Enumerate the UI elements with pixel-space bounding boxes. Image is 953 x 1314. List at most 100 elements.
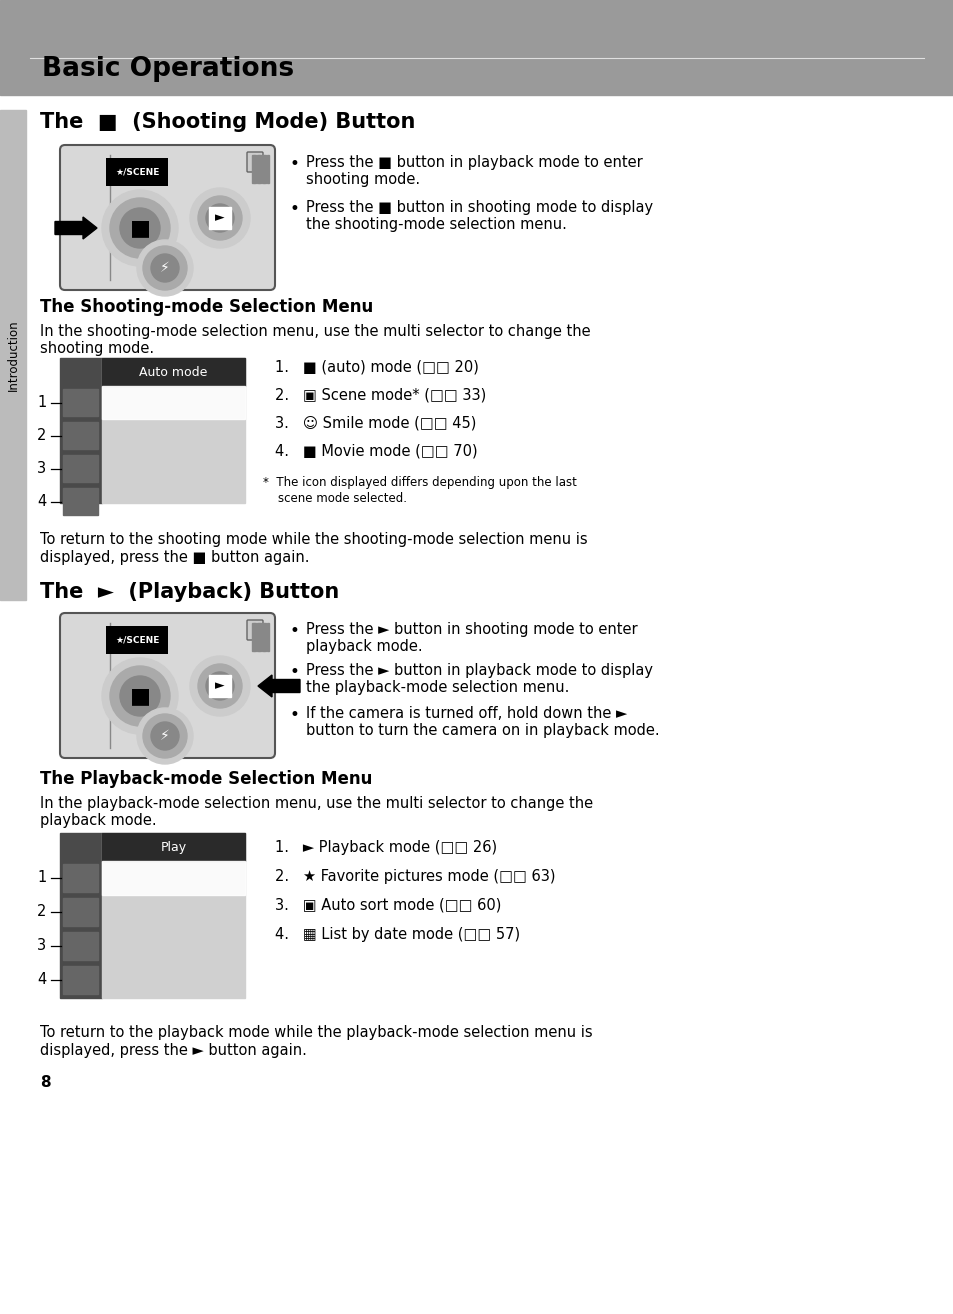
Bar (254, 623, 256, 650)
Text: •: • (290, 706, 299, 724)
Circle shape (151, 721, 179, 750)
Text: If the camera is turned off, hold down the ►: If the camera is turned off, hold down t… (306, 706, 626, 721)
Circle shape (198, 196, 242, 240)
Bar (262, 623, 264, 650)
Text: •: • (290, 664, 299, 681)
Circle shape (206, 671, 233, 700)
Text: 2: 2 (37, 428, 47, 443)
FancyBboxPatch shape (60, 145, 274, 290)
Text: •: • (290, 155, 299, 173)
Text: Play: Play (160, 841, 187, 854)
Bar (60, 833, 102, 999)
Bar (0, 0, 953, 95)
Text: 1.   ■ (auto) mode (□□ 20): 1. ■ (auto) mode (□□ 20) (274, 360, 478, 374)
Bar (262, 155, 264, 183)
Bar (63, 455, 98, 482)
Text: 2.   ★ Favorite pictures mode (□□ 63): 2. ★ Favorite pictures mode (□□ 63) (274, 869, 555, 884)
FancyBboxPatch shape (247, 152, 263, 172)
Bar (267, 623, 269, 650)
Bar (63, 932, 98, 961)
Bar (259, 623, 261, 650)
Text: To return to the playback mode while the playback-mode selection menu is: To return to the playback mode while the… (40, 1025, 592, 1039)
Text: In the shooting-mode selection menu, use the multi selector to change the: In the shooting-mode selection menu, use… (40, 325, 590, 339)
Text: 3: 3 (37, 461, 47, 476)
Text: Introduction: Introduction (7, 319, 19, 390)
Circle shape (102, 658, 178, 735)
Circle shape (206, 204, 233, 233)
Text: 4: 4 (37, 494, 47, 509)
Bar (60, 357, 102, 503)
Text: 2: 2 (37, 904, 47, 920)
Text: •: • (290, 200, 299, 218)
Text: playback mode.: playback mode. (306, 639, 422, 654)
Text: In the playback-mode selection menu, use the multi selector to change the: In the playback-mode selection menu, use… (40, 796, 593, 811)
Text: button to turn the camera on in playback mode.: button to turn the camera on in playback… (306, 723, 659, 738)
Bar (256, 623, 258, 650)
Text: The  ►  (Playback) Button: The ► (Playback) Button (40, 582, 339, 602)
Text: 8: 8 (40, 1075, 51, 1091)
Circle shape (102, 191, 178, 265)
Text: The  ■  (Shooting Mode) Button: The ■ (Shooting Mode) Button (40, 112, 415, 131)
Text: Press the ► button in shooting mode to enter: Press the ► button in shooting mode to e… (306, 622, 637, 637)
Bar (102, 357, 245, 386)
Bar (63, 897, 98, 926)
Bar (264, 155, 266, 183)
Text: ►: ► (215, 679, 225, 692)
Circle shape (137, 240, 193, 296)
Text: 2.   ▣ Scene mode* (□□ 33): 2. ▣ Scene mode* (□□ 33) (274, 388, 486, 403)
Bar (259, 155, 261, 183)
Bar (102, 861, 245, 895)
Text: Auto mode: Auto mode (139, 365, 208, 378)
Text: playback mode.: playback mode. (40, 813, 156, 828)
Circle shape (198, 664, 242, 708)
Text: Basic Operations: Basic Operations (42, 57, 294, 81)
Text: 4.   ■ Movie mode (□□ 70): 4. ■ Movie mode (□□ 70) (274, 444, 477, 459)
Text: displayed, press the ■ button again.: displayed, press the ■ button again. (40, 551, 309, 565)
Bar (252, 155, 253, 183)
Text: 1: 1 (37, 396, 47, 410)
FancyArrow shape (257, 675, 299, 696)
Bar (63, 865, 98, 892)
Circle shape (190, 188, 250, 248)
Circle shape (110, 198, 170, 258)
Text: ★/SCENE: ★/SCENE (115, 167, 159, 176)
Text: 4.   ▦ List by date mode (□□ 57): 4. ▦ List by date mode (□□ 57) (274, 926, 519, 942)
Text: ⚡: ⚡ (160, 729, 170, 742)
Bar (264, 623, 266, 650)
Text: 3.   ☺ Smile mode (□□ 45): 3. ☺ Smile mode (□□ 45) (274, 417, 476, 431)
Circle shape (143, 714, 187, 758)
Text: 1: 1 (37, 870, 47, 886)
Bar (256, 155, 258, 183)
Bar (209, 675, 231, 696)
Text: ★/SCENE: ★/SCENE (115, 636, 159, 644)
Text: ■: ■ (130, 686, 151, 706)
Bar (63, 487, 98, 515)
Text: displayed, press the ► button again.: displayed, press the ► button again. (40, 1043, 307, 1058)
FancyBboxPatch shape (247, 620, 263, 640)
Circle shape (151, 254, 179, 283)
Text: ★/SCENE: ★/SCENE (115, 167, 159, 176)
Text: The Shooting-mode Selection Menu: The Shooting-mode Selection Menu (40, 298, 373, 315)
FancyArrow shape (55, 217, 97, 239)
Bar (267, 155, 269, 183)
Bar (102, 833, 245, 861)
Text: Press the ► button in playback mode to display: Press the ► button in playback mode to d… (306, 664, 652, 678)
Bar (254, 155, 256, 183)
Text: Press the ■ button in shooting mode to display: Press the ■ button in shooting mode to d… (306, 200, 653, 215)
Text: The Playback-mode Selection Menu: The Playback-mode Selection Menu (40, 770, 372, 788)
Circle shape (143, 246, 187, 290)
Bar (209, 208, 231, 229)
Bar (63, 389, 98, 417)
Text: ►: ► (215, 212, 225, 225)
Text: *  The icon displayed differs depending upon the last: * The icon displayed differs depending u… (263, 476, 577, 489)
Bar (63, 966, 98, 993)
FancyBboxPatch shape (60, 614, 274, 758)
Circle shape (120, 675, 160, 716)
Text: 4: 4 (37, 972, 47, 988)
Text: •: • (290, 622, 299, 640)
Text: ⚡: ⚡ (160, 261, 170, 275)
Bar (63, 422, 98, 449)
Circle shape (137, 708, 193, 763)
Text: the shooting-mode selection menu.: the shooting-mode selection menu. (306, 217, 566, 233)
Text: the playback-mode selection menu.: the playback-mode selection menu. (306, 681, 569, 695)
